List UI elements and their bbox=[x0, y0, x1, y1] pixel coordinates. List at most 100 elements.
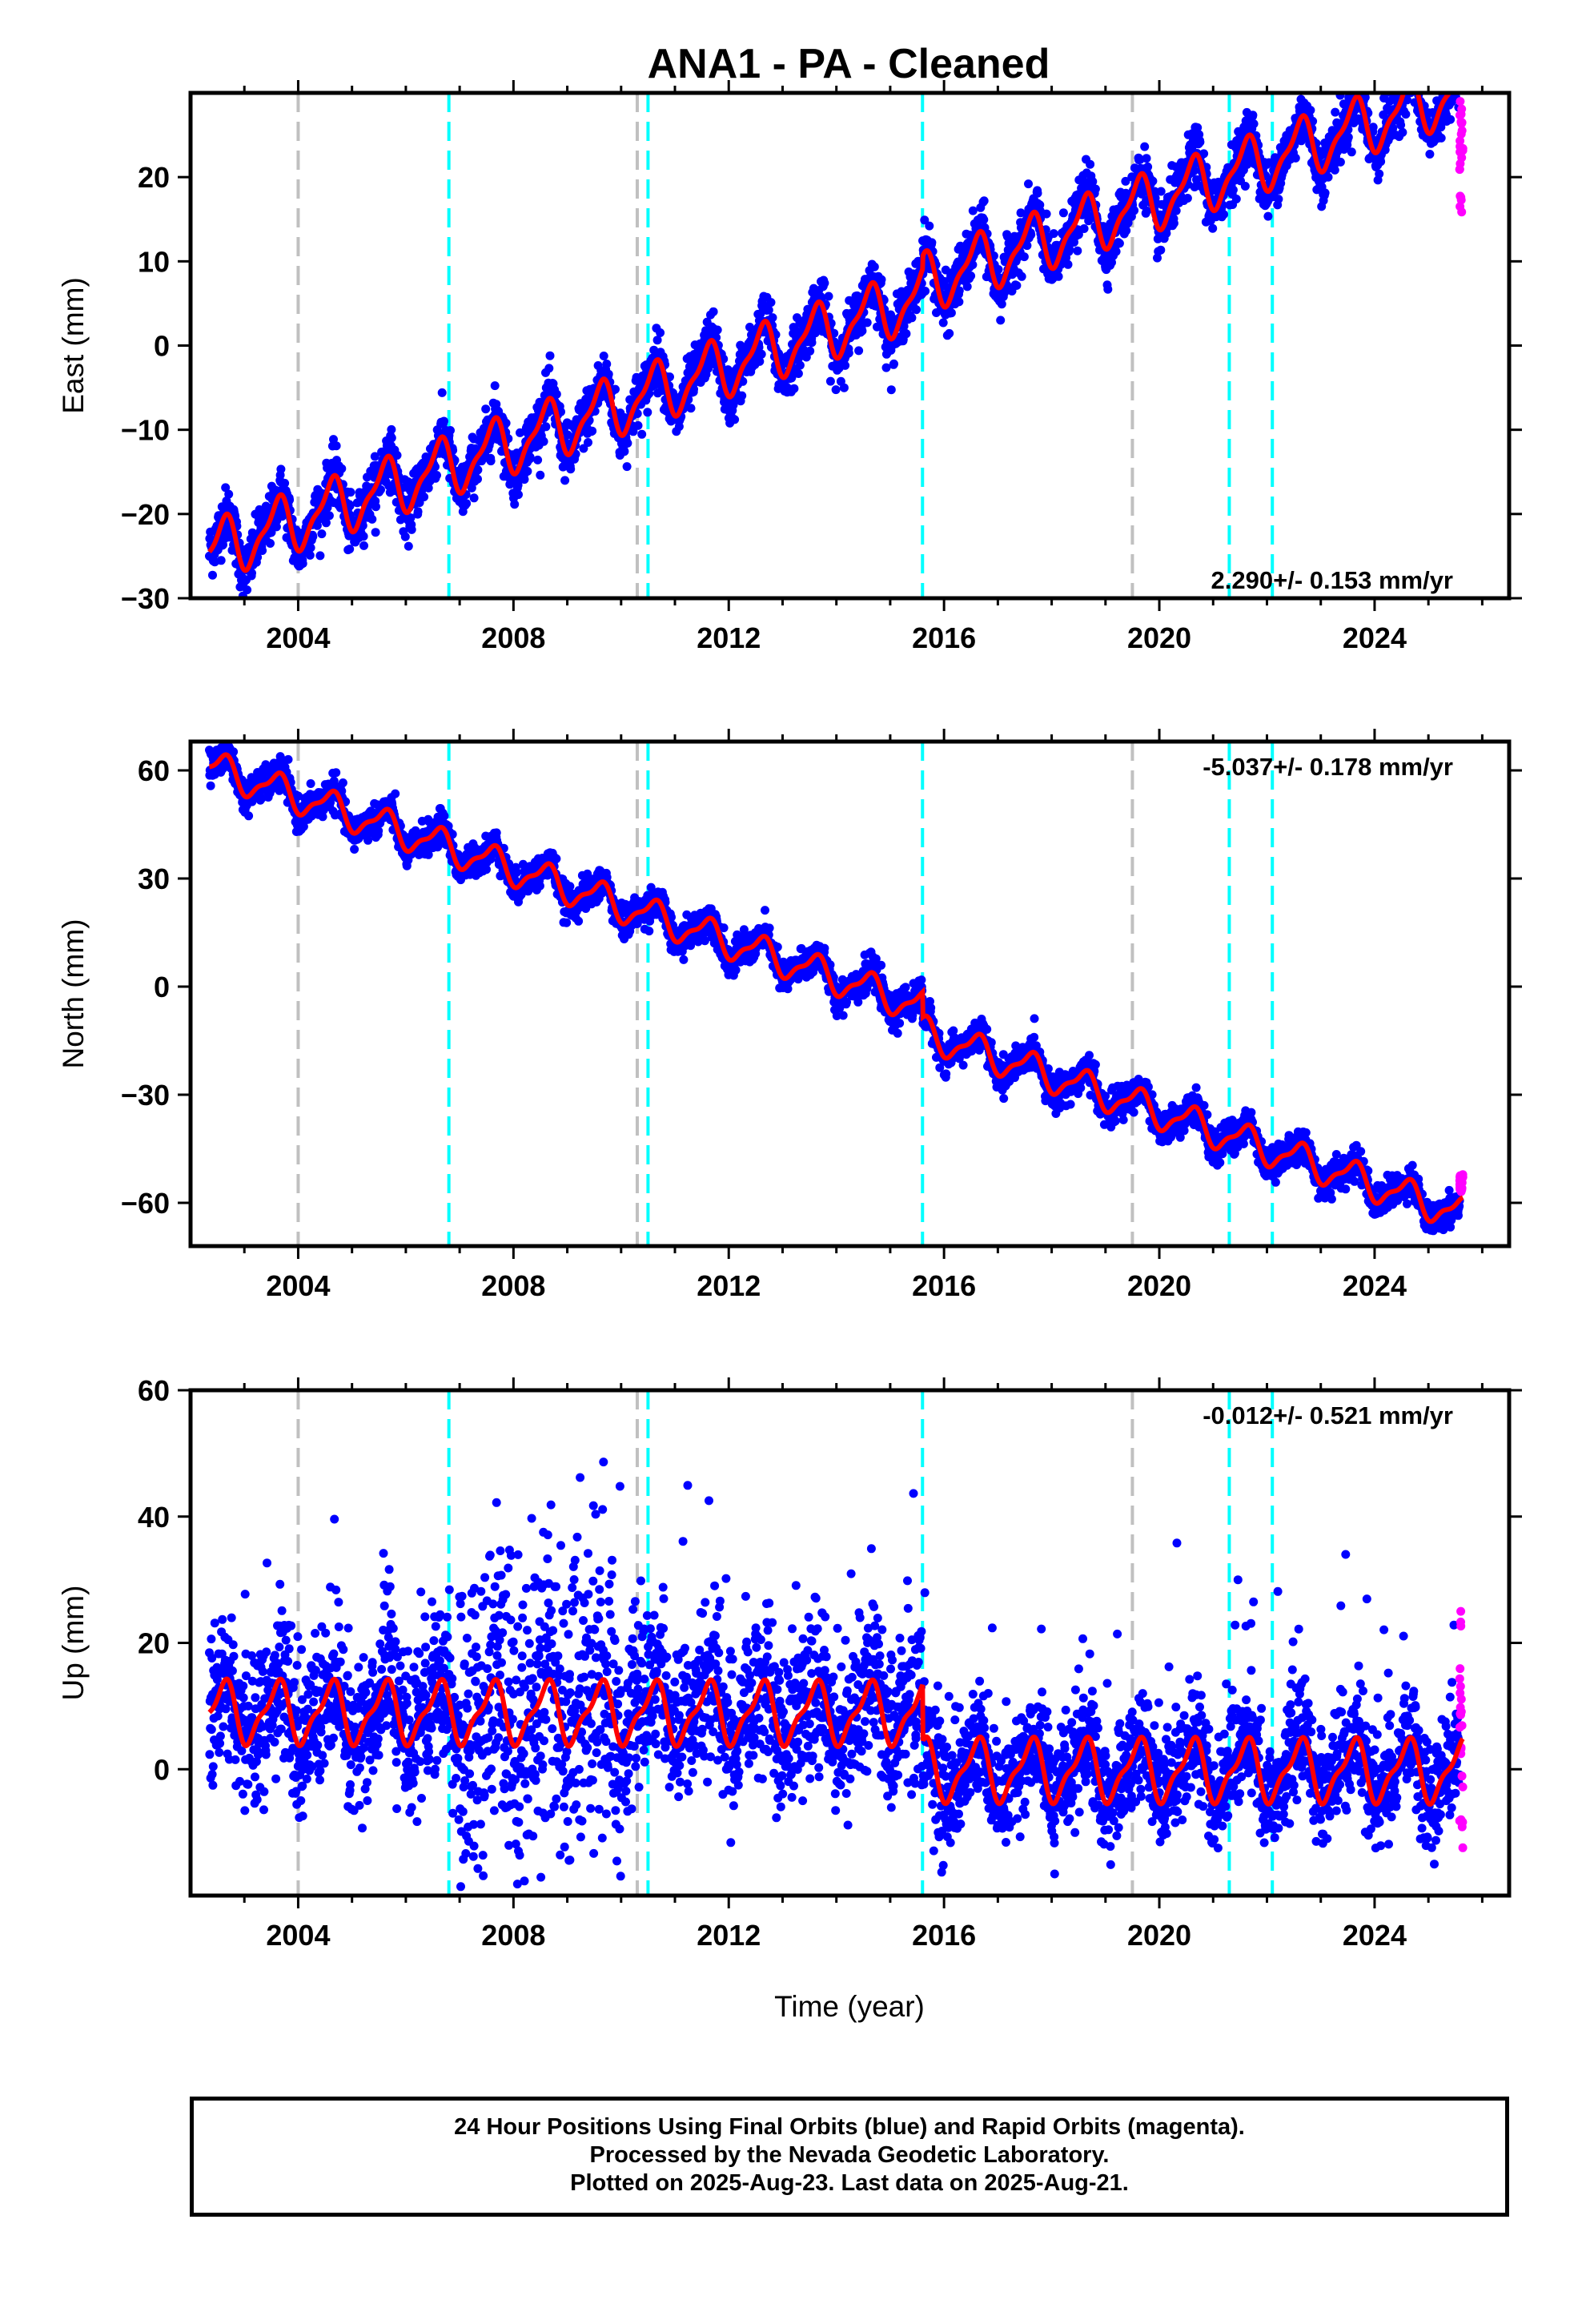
data-point bbox=[208, 570, 217, 580]
data-point bbox=[857, 326, 867, 336]
data-point bbox=[1017, 271, 1026, 281]
data-point bbox=[907, 313, 917, 323]
data-point bbox=[462, 499, 472, 509]
data-point bbox=[730, 415, 740, 424]
data-point bbox=[1452, 61, 1461, 70]
data-point bbox=[367, 514, 377, 524]
data-point bbox=[841, 360, 850, 370]
data-point bbox=[387, 433, 396, 443]
data-point bbox=[346, 488, 355, 497]
x-tick-label: 2024 bbox=[1343, 621, 1407, 654]
data-point bbox=[1407, 81, 1415, 90]
data-point bbox=[1073, 246, 1082, 255]
data-point bbox=[1452, 62, 1460, 71]
data-point bbox=[1391, 75, 1399, 84]
data-point bbox=[1398, 127, 1407, 137]
data-point bbox=[787, 372, 797, 381]
data-point bbox=[490, 381, 500, 391]
y-tick-label: −10 bbox=[121, 414, 170, 447]
data-point bbox=[1208, 223, 1218, 233]
data-point bbox=[440, 416, 448, 426]
data-point bbox=[216, 556, 226, 565]
y-tick-label: −20 bbox=[121, 498, 170, 531]
data-point bbox=[492, 828, 501, 838]
data-point bbox=[1403, 79, 1412, 88]
data-point bbox=[686, 404, 696, 413]
data-point bbox=[1411, 70, 1420, 79]
data-point bbox=[315, 551, 325, 561]
east-panel: 2004 2008 2012 2016 2020 2024−30−20−1001020Ea… bbox=[57, 58, 1522, 654]
data-point bbox=[513, 480, 523, 490]
data-point bbox=[440, 811, 449, 821]
data-point bbox=[376, 485, 385, 494]
data-point bbox=[713, 325, 722, 335]
plot-area bbox=[205, 58, 1468, 598]
data-point bbox=[1114, 239, 1124, 248]
data-point bbox=[1445, 83, 1454, 92]
data-point bbox=[877, 275, 886, 284]
data-point bbox=[1449, 58, 1458, 67]
data-point bbox=[1240, 182, 1250, 191]
data-point bbox=[1402, 60, 1411, 69]
data-point bbox=[1403, 58, 1412, 67]
data-point bbox=[1403, 75, 1411, 84]
data-point bbox=[1415, 72, 1423, 81]
data-point bbox=[755, 356, 765, 366]
data-point bbox=[1142, 154, 1151, 163]
data-point bbox=[473, 465, 483, 475]
data-point bbox=[1343, 132, 1353, 142]
data-point bbox=[968, 206, 978, 215]
data-point bbox=[588, 426, 597, 436]
data-point bbox=[979, 196, 989, 206]
data-point bbox=[1447, 83, 1456, 92]
data-point bbox=[665, 372, 674, 382]
y-axis-label: East (mm) bbox=[57, 277, 90, 414]
data-point bbox=[271, 522, 281, 532]
data-point bbox=[1450, 77, 1459, 86]
data-point bbox=[1453, 73, 1462, 82]
data-point bbox=[1090, 184, 1100, 194]
data-point bbox=[1171, 206, 1181, 215]
data-point bbox=[206, 781, 215, 790]
data-point bbox=[1347, 147, 1356, 157]
data-point bbox=[400, 532, 410, 541]
data-point bbox=[1263, 211, 1273, 221]
data-point bbox=[1451, 83, 1460, 92]
data-point bbox=[308, 532, 318, 541]
data-point bbox=[1182, 194, 1192, 203]
data-point bbox=[1086, 159, 1095, 169]
data-point bbox=[1410, 74, 1419, 83]
data-point bbox=[539, 436, 548, 446]
data-point bbox=[1306, 106, 1315, 115]
data-point bbox=[1449, 74, 1458, 82]
data-point bbox=[446, 426, 455, 435]
data-point bbox=[533, 455, 543, 464]
data-point bbox=[1454, 66, 1463, 75]
data-point bbox=[1401, 110, 1411, 119]
rapid-point bbox=[1456, 109, 1466, 119]
data-point bbox=[1228, 185, 1238, 195]
data-point bbox=[1452, 70, 1460, 78]
data-point bbox=[1156, 245, 1166, 255]
data-point bbox=[247, 569, 256, 578]
data-point bbox=[552, 389, 561, 399]
data-point bbox=[544, 364, 554, 373]
data-point bbox=[602, 360, 612, 368]
data-point bbox=[1403, 81, 1411, 90]
data-point bbox=[579, 444, 588, 453]
data-point bbox=[1357, 75, 1366, 84]
data-point bbox=[345, 501, 355, 511]
data-point bbox=[862, 318, 872, 328]
data-point bbox=[298, 559, 307, 569]
data-point bbox=[1411, 78, 1419, 86]
data-point bbox=[1453, 65, 1462, 74]
data-point bbox=[1450, 75, 1459, 84]
data-point bbox=[709, 307, 718, 316]
rapid-point bbox=[1456, 117, 1466, 127]
data-point bbox=[404, 541, 413, 551]
data-point bbox=[501, 418, 511, 428]
data-point bbox=[1407, 64, 1416, 73]
data-point bbox=[1347, 73, 1356, 82]
data-point bbox=[345, 545, 355, 554]
data-point bbox=[1435, 79, 1443, 88]
